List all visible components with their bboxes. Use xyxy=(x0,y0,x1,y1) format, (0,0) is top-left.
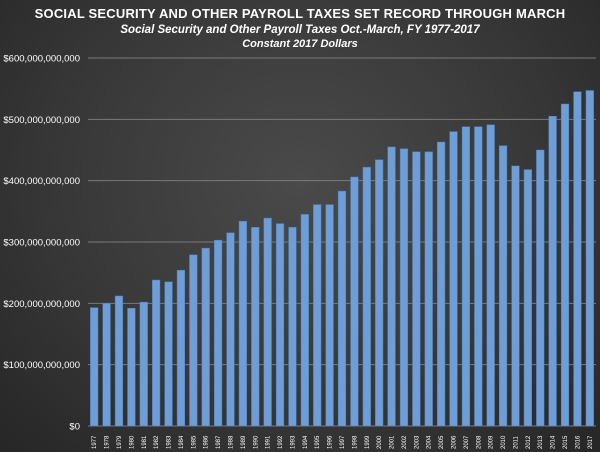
y-tick-label: $200,000,000,000 xyxy=(3,299,80,310)
bar-1989 xyxy=(238,220,247,427)
x-tick-label: 1979 xyxy=(117,435,123,449)
x-tick-label: 2007 xyxy=(464,435,470,449)
bar-1987 xyxy=(214,239,223,427)
chart-titles: SOCIAL SECURITY AND OTHER PAYROLL TAXES … xyxy=(0,6,600,50)
bar-1981 xyxy=(139,301,148,427)
y-tick-label: $300,000,000,000 xyxy=(3,238,80,249)
x-tick-label: 2017 xyxy=(588,435,594,449)
bar-2002 xyxy=(399,148,409,427)
x-axis-ticks: 1977 1978 1979 1980 1981 1982 1983 1984 1985 1986… xyxy=(92,435,594,449)
x-tick-label: 1988 xyxy=(228,435,234,449)
y-tick-label: $0 xyxy=(69,422,80,433)
x-tick-label: 1994 xyxy=(303,435,309,449)
x-tick-label: 2011 xyxy=(513,435,519,449)
x-tick-label: 2010 xyxy=(501,435,507,449)
x-tick-label: 2002 xyxy=(402,435,408,449)
bar-2015 xyxy=(560,103,570,427)
x-tick-label: 2014 xyxy=(551,435,557,449)
x-tick-label: 1997 xyxy=(340,435,346,449)
x-tick-label: 1987 xyxy=(216,435,222,449)
x-tick-label: 2001 xyxy=(390,435,396,449)
x-tick-label: 2016 xyxy=(575,435,581,449)
bar-1985 xyxy=(189,254,198,427)
x-tick-label: 1981 xyxy=(142,435,148,449)
x-tick-label: 2008 xyxy=(476,435,482,449)
x-tick-label: 1985 xyxy=(191,435,197,449)
bar-1979 xyxy=(114,295,124,427)
bars xyxy=(90,90,594,427)
x-tick-label: 1990 xyxy=(253,435,259,449)
bar-2000 xyxy=(375,159,384,427)
bar-1978 xyxy=(102,303,111,427)
bar-2011 xyxy=(511,165,520,427)
bar-2010 xyxy=(498,145,508,427)
bar-1988 xyxy=(226,232,235,427)
x-tick-label: 2009 xyxy=(489,435,495,449)
bar-1999 xyxy=(362,166,371,427)
bar-2006 xyxy=(449,131,458,427)
x-tick-label: 2005 xyxy=(439,435,445,449)
x-tick-label: 2015 xyxy=(563,435,569,449)
bar-1984 xyxy=(176,269,186,427)
y-tick-label: $600,000,000,000 xyxy=(3,54,80,65)
bar-1983 xyxy=(164,281,173,427)
x-tick-label: 2004 xyxy=(427,435,433,449)
x-tick-label: 1989 xyxy=(241,435,247,449)
x-tick-label: 1995 xyxy=(315,435,321,449)
bar-1990 xyxy=(251,227,260,427)
bar-2016 xyxy=(573,91,582,427)
y-axis-ticks: $0 $100,000,000,000 $200,000,000,000 $300,0… xyxy=(3,54,80,433)
bar-1991 xyxy=(263,217,272,427)
x-tick-label: 1991 xyxy=(266,435,272,449)
x-tick-label: 2013 xyxy=(538,435,544,449)
bar-2008 xyxy=(474,126,483,427)
x-tick-label: 1977 xyxy=(92,435,98,449)
x-tick-label: 1984 xyxy=(179,435,185,449)
bar-2001 xyxy=(387,146,396,427)
x-tick-label: 1982 xyxy=(154,435,160,449)
x-tick-label: 1978 xyxy=(105,435,111,449)
x-tick-label: 1998 xyxy=(352,435,358,449)
x-tick-label: 1993 xyxy=(290,435,296,449)
bar-2014 xyxy=(548,116,557,427)
x-tick-label: 1986 xyxy=(204,435,210,449)
y-tick-label: $100,000,000,000 xyxy=(3,360,80,371)
x-tick-label: 2003 xyxy=(414,435,420,449)
x-tick-label: 1996 xyxy=(328,435,334,449)
bar-1997 xyxy=(337,190,347,427)
bar-2017 xyxy=(585,90,594,427)
bar-2013 xyxy=(536,149,545,427)
bar-1995 xyxy=(313,204,322,427)
x-tick-label: 2006 xyxy=(452,435,458,449)
bar-1994 xyxy=(300,214,309,427)
bar-2003 xyxy=(412,151,421,427)
bar-1982 xyxy=(152,279,161,427)
x-tick-label: 1983 xyxy=(167,435,173,449)
bar-2004 xyxy=(424,151,433,427)
bar-1986 xyxy=(201,247,210,427)
x-tick-label: 1999 xyxy=(365,435,371,449)
x-tick-label: 2000 xyxy=(377,435,383,449)
chart-subtitle: Social Security and Other Payroll Taxes … xyxy=(120,24,480,36)
bar-1992 xyxy=(275,223,285,427)
chart-title: SOCIAL SECURITY AND OTHER PAYROLL TAXES … xyxy=(34,6,566,21)
y-tick-label: $500,000,000,000 xyxy=(3,115,80,126)
y-tick-label: $400,000,000,000 xyxy=(3,176,80,187)
bar-2012 xyxy=(523,169,532,427)
bar-2005 xyxy=(437,141,446,427)
bar-1998 xyxy=(350,176,359,427)
x-tick-label: 2012 xyxy=(526,435,532,449)
bar-1977 xyxy=(90,307,99,427)
chart-subtitle-dollars: Constant 2017 Dollars xyxy=(242,38,358,50)
x-tick-label: 1980 xyxy=(129,435,135,449)
bar-1996 xyxy=(325,204,334,427)
x-tick-label: 1992 xyxy=(278,435,284,449)
bar-1980 xyxy=(127,307,136,427)
bar-2009 xyxy=(486,124,495,427)
bar-2007 xyxy=(461,126,470,427)
bar-1993 xyxy=(288,227,297,427)
